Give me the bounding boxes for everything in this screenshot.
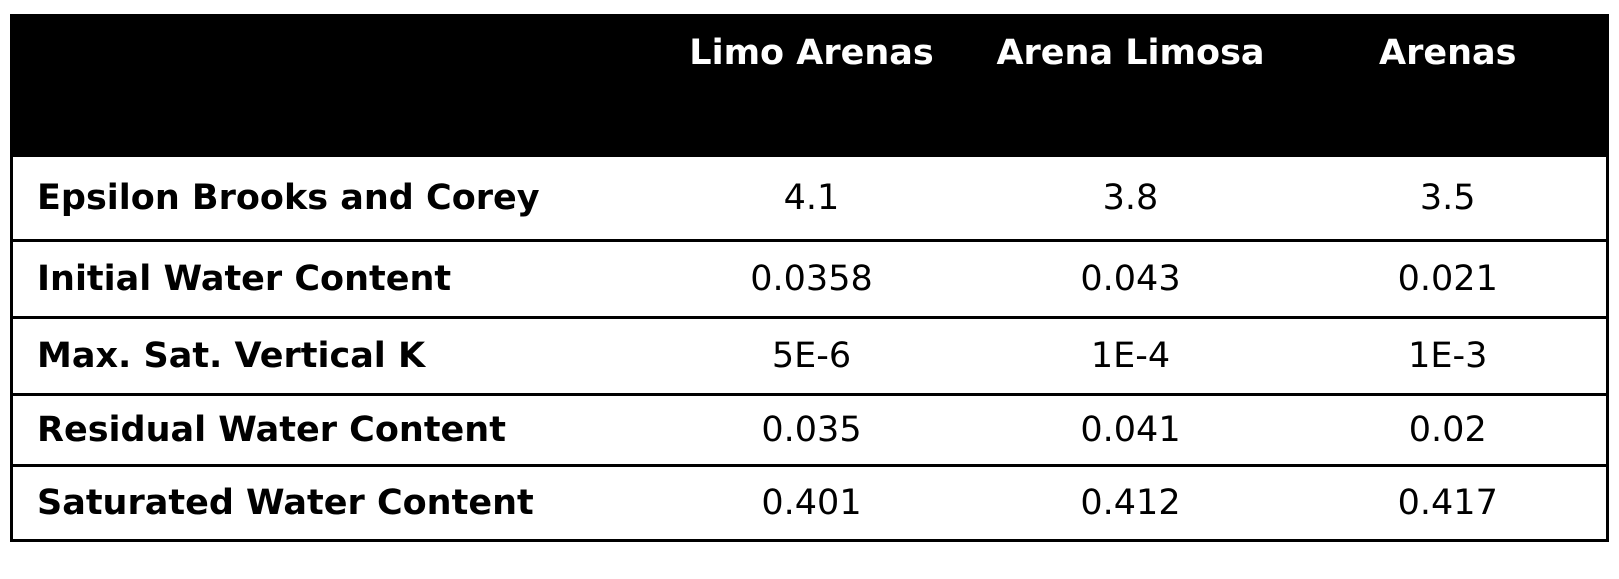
- table-cell: 3.8: [1102, 178, 1159, 218]
- table-row: Saturated Water Content 0.401 0.412 0.41…: [11, 465, 1608, 541]
- table-cell: 1E-4: [1090, 336, 1171, 376]
- table-cell: 0.417: [1397, 483, 1498, 523]
- header-cell-arenas: Arenas: [1379, 33, 1517, 73]
- table-cell: 4.1: [783, 178, 840, 218]
- table-cell: 5E-6: [771, 336, 852, 376]
- table-cell: 0.041: [1080, 410, 1181, 450]
- table-row: Epsilon Brooks and Corey 4.1 3.8 3.5: [11, 155, 1608, 241]
- row-label: Max. Sat. Vertical K: [37, 336, 426, 376]
- row-label: Saturated Water Content: [37, 483, 534, 523]
- table-cell: 3.5: [1419, 178, 1476, 218]
- table-cell: 0.401: [761, 483, 862, 523]
- table-row: Max. Sat. Vertical K 5E-6 1E-4 1E-3: [11, 317, 1608, 395]
- table-cell: 0.02: [1408, 410, 1487, 450]
- table-cell: 0.035: [761, 410, 862, 450]
- header-row: Limo Arenas Arena Limosa Arenas: [11, 15, 1608, 156]
- table-cell: 1E-3: [1408, 336, 1488, 376]
- header-cell-arena-limosa: Arena Limosa: [996, 33, 1265, 73]
- header-cell-limo-arenas: Limo Arenas: [689, 33, 934, 73]
- table-row: Initial Water Content 0.0358 0.043 0.021: [11, 240, 1608, 318]
- table-cell: 0.043: [1080, 259, 1181, 299]
- row-label: Epsilon Brooks and Corey: [37, 178, 540, 218]
- header-cell-empty: [12, 16, 652, 156]
- table-cell: 0.021: [1397, 259, 1498, 299]
- row-label: Initial Water Content: [37, 259, 452, 299]
- table-cell: 0.0358: [750, 259, 873, 299]
- row-label: Residual Water Content: [37, 410, 506, 450]
- table-row: Residual Water Content 0.035 0.041 0.02: [11, 394, 1608, 466]
- table-cell: 0.412: [1080, 483, 1181, 523]
- soil-parameters-table: Limo Arenas Arena Limosa Arenas Epsilon …: [10, 14, 1609, 542]
